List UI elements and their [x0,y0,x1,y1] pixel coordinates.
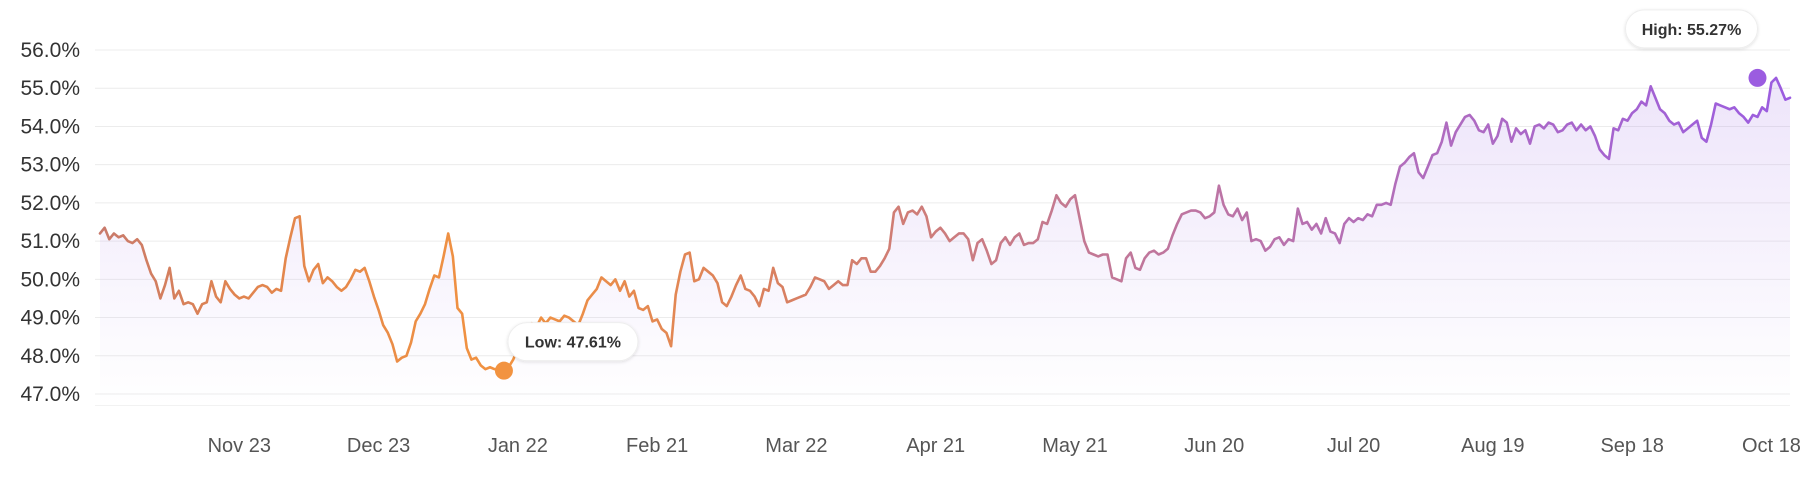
low-label: Low: 47.61% [525,335,621,352]
x-tick-label: Mar 22 [765,435,827,457]
high-marker [1748,68,1767,87]
high-label: High: 55.27% [1642,22,1742,39]
x-tick-label: May 21 [1042,435,1108,457]
y-tick-label: 50.0% [20,268,80,291]
x-tick-label: Aug 19 [1461,435,1524,457]
y-tick-label: 51.0% [20,230,80,253]
area-fill [100,77,1790,406]
x-tick-label: Feb 21 [626,435,688,457]
x-tick-label: Sep 18 [1600,435,1663,457]
y-tick-label: 54.0% [20,115,80,138]
x-tick-label: Jul 20 [1327,435,1380,457]
y-tick-label: 47.0% [20,383,80,406]
y-tick-label: 48.0% [20,345,80,368]
low-tooltip [507,322,639,362]
x-tick-label: Jan 22 [488,435,548,457]
y-tick-label: 55.0% [20,77,80,100]
x-tick-label: Apr 21 [906,435,965,457]
y-tick-label: 52.0% [20,192,80,215]
high-group: High: 55.27% [1625,9,1767,87]
x-tick-label: Jun 20 [1184,435,1244,457]
x-tick-label: Dec 23 [347,435,410,457]
x-tick-label: Nov 23 [208,435,271,457]
series-line [98,76,1792,372]
y-tick-label: 53.0% [20,154,80,177]
extreme-markers: Low: 47.61% High: 55.27% [494,9,1767,380]
low-marker [494,361,513,380]
y-axis: 56.0% 55.0% 54.0% 53.0% 52.0% 51.0% 50.0% 49.0%… [20,39,80,406]
x-tick-label: Oct 18 [1742,435,1801,457]
y-tick-label: 56.0% [20,39,80,62]
x-axis: Nov 23 Dec 23 Jan 22 Feb 21 Mar 22 Apr 21 May … [208,435,1801,457]
high-tooltip [1625,9,1758,49]
low-group: Low: 47.61% [494,322,639,380]
y-tick-label: 49.0% [20,307,80,330]
